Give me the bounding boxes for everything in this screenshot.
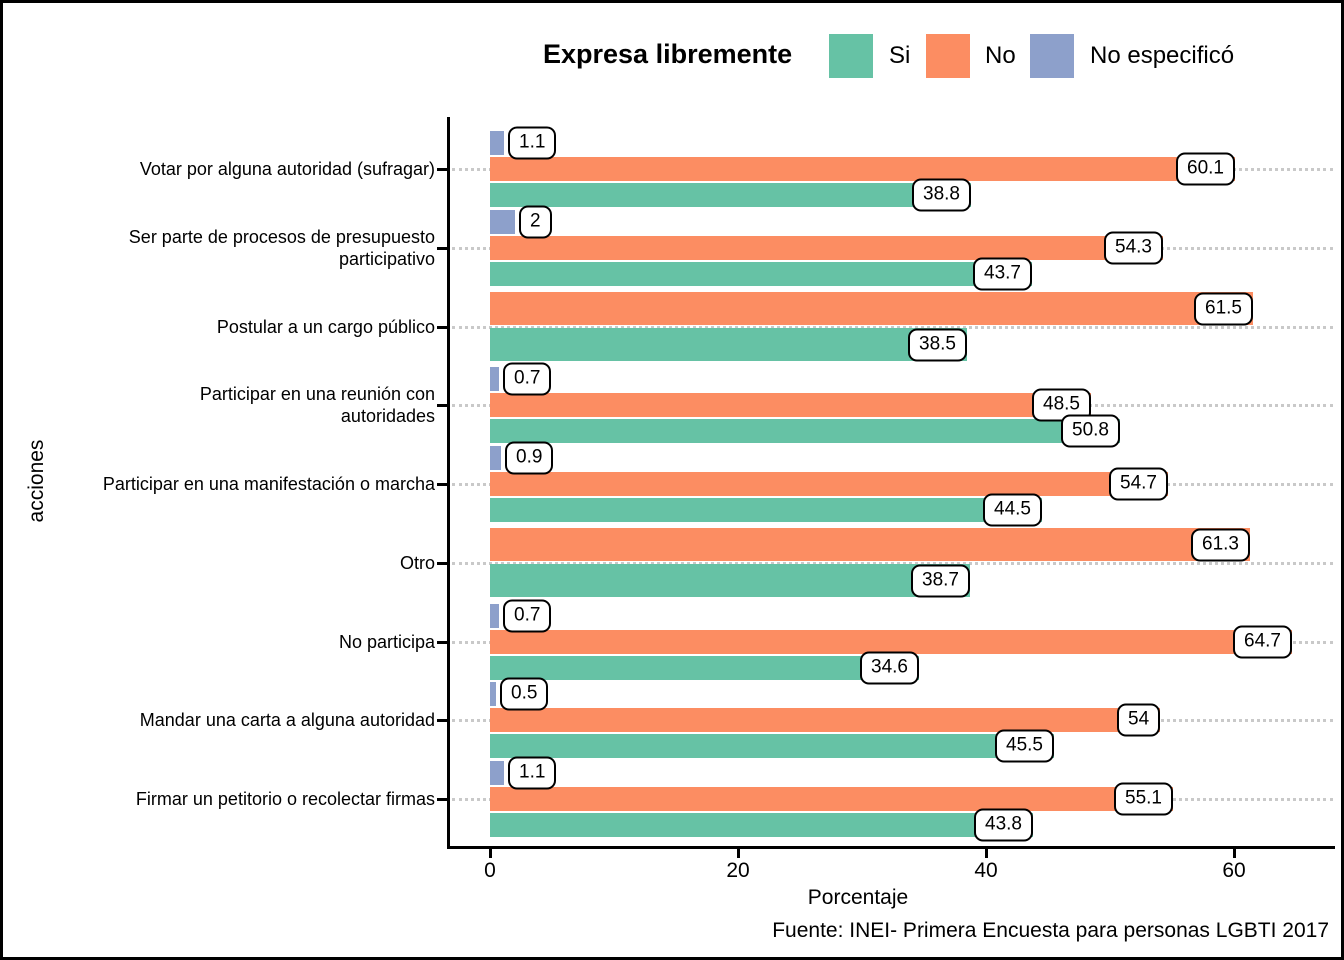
x-tick	[1233, 849, 1236, 858]
category-label: Otro	[399, 553, 435, 573]
bar-value-label: 55.1	[1114, 782, 1173, 816]
bar-si	[490, 262, 1032, 286]
x-tick-label: 40	[974, 859, 998, 882]
bar-value-label: 38.8	[912, 178, 971, 212]
gridline	[452, 561, 1333, 565]
bar-value-label: 54.3	[1104, 231, 1163, 265]
bar-si	[490, 498, 1042, 522]
bar-value-label: 44.5	[983, 493, 1042, 527]
x-tick	[737, 849, 740, 858]
y-tick	[437, 483, 448, 486]
x-tick-label: 60	[1222, 859, 1246, 882]
bar-no	[490, 708, 1160, 732]
bar-value-label: 0.7	[503, 599, 552, 632]
bar-value-label: 0.7	[503, 362, 552, 396]
legend-swatch-no	[926, 34, 970, 78]
legend-label-no-especifico: No especificó	[1090, 42, 1235, 69]
y-tick	[437, 798, 448, 801]
legend-swatch-si	[829, 34, 873, 78]
x-tick	[985, 849, 988, 858]
bar-value-label: 0.9	[505, 441, 554, 475]
bar-value-label: 61.3	[1191, 528, 1250, 562]
bar-value-label: 1.1	[508, 126, 557, 160]
y-tick	[437, 404, 448, 408]
y-tick	[437, 246, 448, 250]
bar-si	[490, 328, 967, 361]
y-axis-line	[447, 117, 450, 848]
bar-value-label: 54	[1117, 703, 1161, 737]
bar-no-especifico	[490, 210, 515, 234]
bar-si	[490, 564, 970, 597]
category-label: Postular a un cargo público	[216, 317, 435, 337]
bar-value-label: 43.8	[974, 808, 1033, 842]
bar-value-label: 34.6	[860, 651, 919, 684]
y-tick	[437, 325, 448, 329]
bar-value-label: 61.5	[1194, 292, 1253, 325]
category-label: No participa	[338, 632, 435, 652]
legend-label-no: No	[985, 42, 1016, 69]
y-axis-title: acciones	[25, 439, 48, 523]
bar-no	[490, 528, 1250, 561]
y-tick	[437, 719, 448, 723]
bar-value-label: 64.7	[1233, 625, 1292, 658]
bar-no	[490, 472, 1168, 496]
y-tick	[437, 640, 448, 644]
bar-si	[490, 813, 1033, 837]
bar-no	[490, 393, 1091, 417]
category-label: Votar por alguna autoridad (sufragar)	[139, 159, 435, 179]
category-label: Participar en una manifestación o marcha	[102, 474, 435, 494]
bar-no	[490, 292, 1253, 325]
bar-si	[490, 183, 971, 207]
x-axis-title: Porcentaje	[807, 886, 909, 909]
category-label: Participar en una reunión con autoridades	[199, 384, 435, 426]
bar-no	[490, 157, 1235, 181]
bar-si	[490, 419, 1120, 443]
bar-value-label: 38.5	[908, 328, 967, 361]
y-tick	[437, 561, 448, 565]
category-label: Firmar un petitorio o recolectar firmas	[135, 789, 435, 809]
x-tick	[489, 849, 492, 858]
bar-no	[490, 236, 1163, 260]
category-label: Mandar una carta a alguna autoridad	[139, 710, 435, 730]
bar-si	[490, 734, 1054, 758]
bar-si	[490, 656, 919, 680]
bar-no	[490, 787, 1173, 811]
bar-value-label: 45.5	[995, 729, 1054, 763]
gridline	[452, 325, 1333, 329]
legend-label-si: Si	[889, 42, 911, 69]
bar-value-label: 43.7	[973, 257, 1032, 291]
bar-no-especifico	[490, 761, 504, 785]
x-tick-label: 0	[484, 859, 496, 882]
bar-no-especifico	[490, 604, 499, 628]
bar-no-especifico	[490, 682, 496, 706]
bar-value-label: 0.5	[500, 677, 549, 711]
bar-no	[490, 630, 1292, 654]
bar-value-label: 54.7	[1109, 467, 1168, 501]
bar-value-label: 38.7	[911, 564, 970, 598]
bar-value-label: 1.1	[508, 756, 557, 790]
y-tick	[437, 168, 448, 171]
bar-no-especifico	[490, 446, 501, 470]
category-label: Ser parte de procesos de presupuesto part…	[128, 227, 435, 269]
bar-no-especifico	[490, 131, 504, 155]
legend-swatch-no-especifico	[1030, 34, 1074, 78]
bar-value-label: 50.8	[1061, 414, 1120, 448]
x-axis-line	[447, 846, 1335, 849]
legend-title: Expresa libremente	[543, 39, 793, 69]
bar-no-especifico	[490, 367, 499, 391]
x-tick-label: 20	[726, 859, 750, 882]
source-caption: Fuente: INEI- Primera Encuesta para pers…	[772, 919, 1329, 942]
bar-value-label: 60.1	[1176, 152, 1235, 186]
bar-value-label: 2	[519, 205, 552, 239]
